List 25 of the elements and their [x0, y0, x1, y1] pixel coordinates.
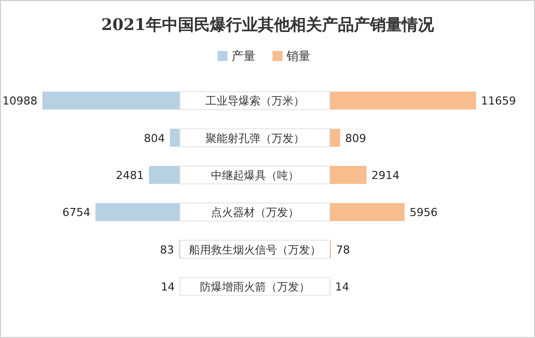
y-tick-label: 工业导爆索（万米）: [206, 94, 304, 108]
data-label: 83: [160, 243, 174, 256]
data-label: 5956: [410, 206, 438, 220]
bar: [330, 128, 340, 147]
y-tick-label: 聚能射孔弹（万发）: [206, 132, 304, 145]
bar: [170, 128, 180, 147]
data-label: 11659: [481, 94, 516, 108]
legend-label: 销量: [286, 49, 310, 63]
legend-label: 产量: [232, 49, 256, 63]
data-label: 2914: [371, 168, 400, 182]
data-label: 809: [345, 132, 366, 145]
text: 2021年中国民爆行业其他相关产品产销量情况: [101, 15, 435, 34]
bar: [148, 166, 180, 184]
data-label: 2481: [116, 168, 144, 182]
data-label: 78: [336, 243, 350, 256]
bar: [330, 166, 366, 184]
y-tick-label: 中继起爆具（吨）: [211, 168, 299, 182]
data-label: 6754: [62, 206, 90, 220]
data-label: 14: [335, 280, 350, 294]
y-tick-label: 船用救生烟火信号（万发）: [189, 243, 321, 256]
data-label: 10988: [2, 94, 38, 108]
data-label: 14: [160, 280, 175, 294]
y-tick-label: 防爆增雨火箭（万发）: [200, 280, 310, 294]
y-tick-label: 点火器材（万发）: [211, 206, 299, 220]
data-label: 804: [144, 132, 165, 145]
